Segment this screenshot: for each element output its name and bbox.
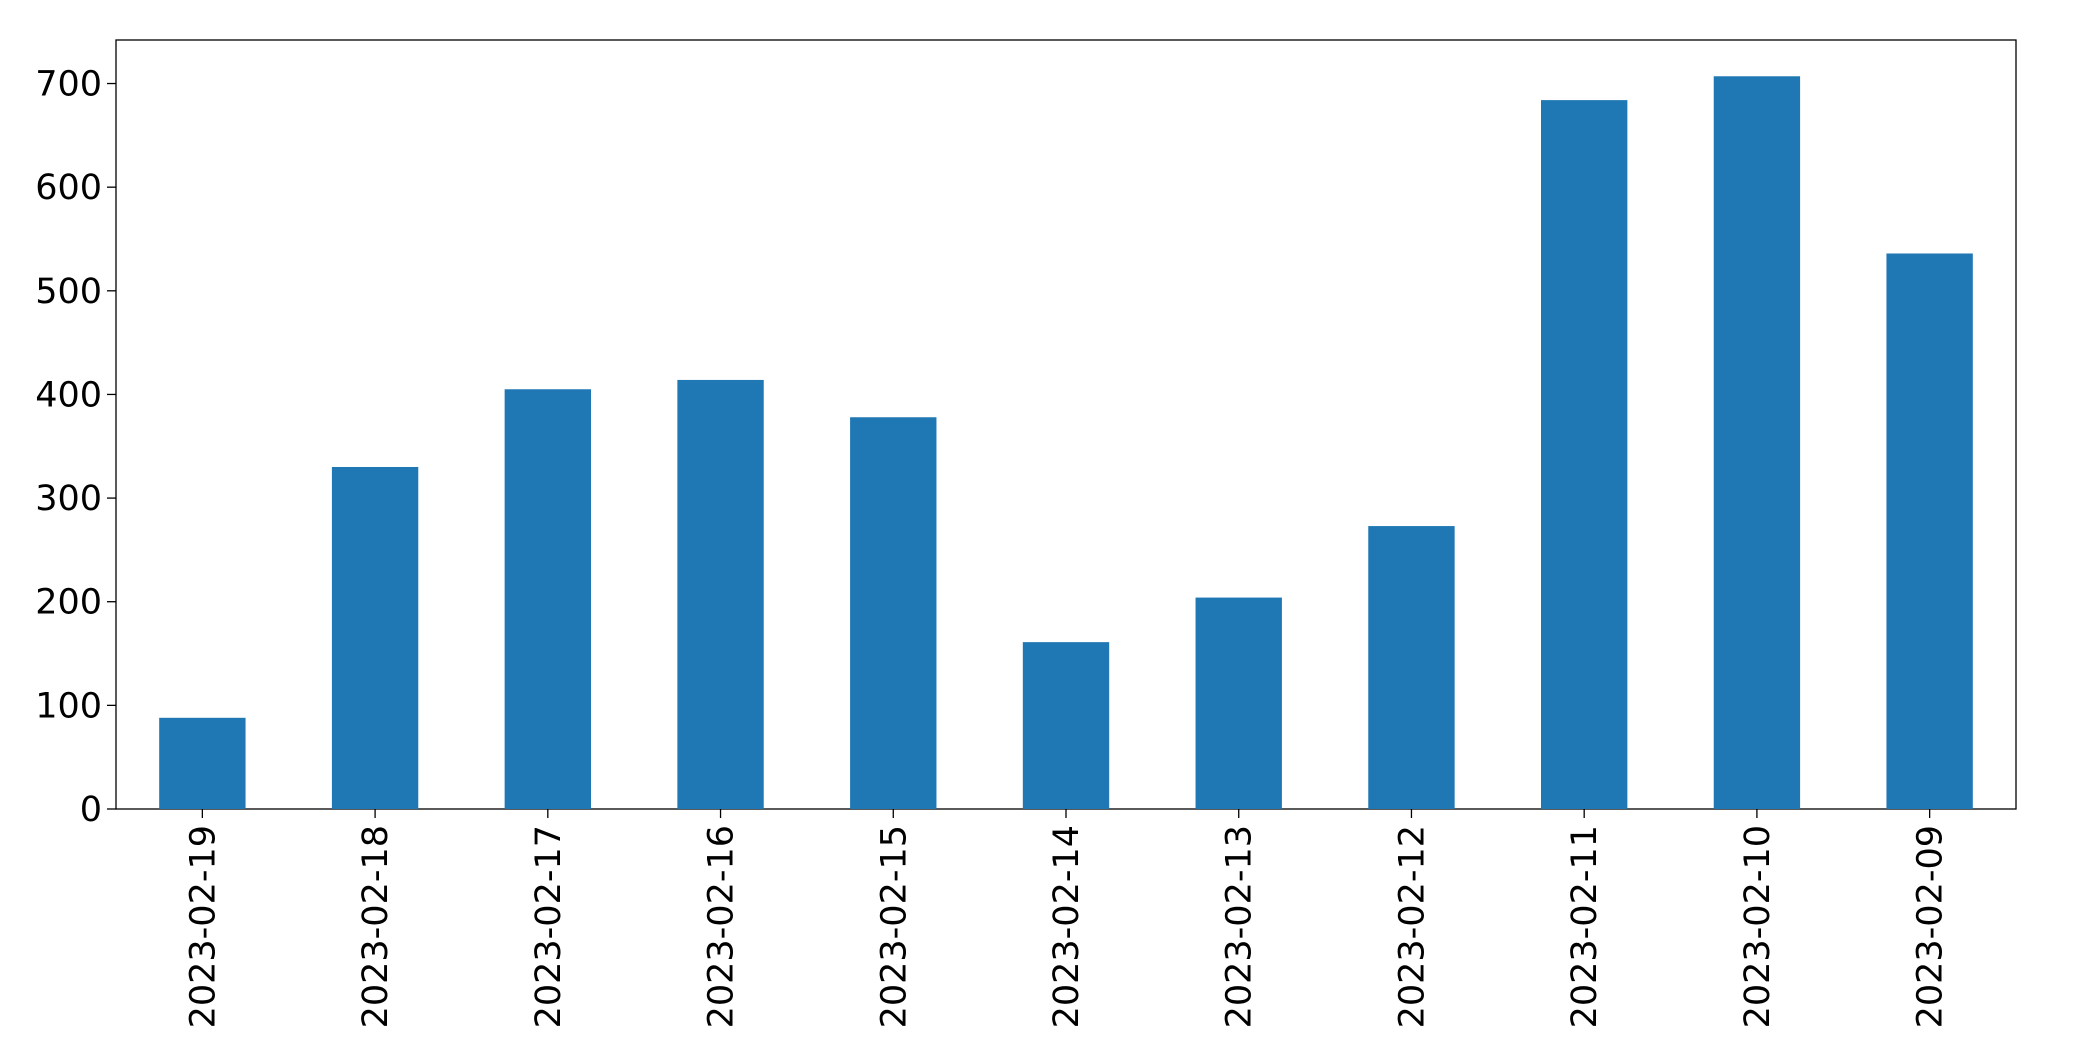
- y-tick-label: 0: [80, 790, 102, 830]
- bar: [504, 389, 591, 809]
- y-tick-label: 500: [35, 272, 102, 312]
- bar: [677, 379, 764, 809]
- bar: [1022, 642, 1110, 809]
- bar: [850, 417, 937, 809]
- x-tick-label: 2023-02-18: [356, 825, 396, 1028]
- x-tick-label: 2023-02-16: [702, 825, 742, 1028]
- y-tick-label: 200: [35, 583, 102, 623]
- bar: [1368, 526, 1455, 809]
- y-tick-label: 400: [35, 375, 102, 415]
- bar: [331, 466, 419, 809]
- bar: [1713, 76, 1801, 810]
- x-tick-label: 2023-02-09: [1911, 825, 1951, 1028]
- bar: [1541, 100, 1628, 809]
- x-tick-label: 2023-02-10: [1738, 825, 1778, 1028]
- x-tick-label: 2023-02-19: [183, 825, 223, 1028]
- x-tick-label: 2023-02-13: [1220, 825, 1260, 1028]
- y-tick-label: 700: [35, 65, 102, 105]
- x-tick-label: 2023-02-11: [1565, 825, 1605, 1028]
- bar: [159, 717, 246, 809]
- y-tick-label: 300: [35, 479, 102, 519]
- x-tick-label: 2023-02-14: [1047, 825, 1087, 1028]
- y-tick-label: 600: [35, 168, 102, 208]
- bar: [1195, 597, 1282, 809]
- x-tick-label: 2023-02-12: [1392, 825, 1432, 1028]
- y-tick-label: 100: [35, 686, 102, 726]
- bar: [1886, 253, 1973, 809]
- x-tick-label: 2023-02-17: [529, 825, 569, 1028]
- x-tick-label: 2023-02-15: [874, 825, 914, 1028]
